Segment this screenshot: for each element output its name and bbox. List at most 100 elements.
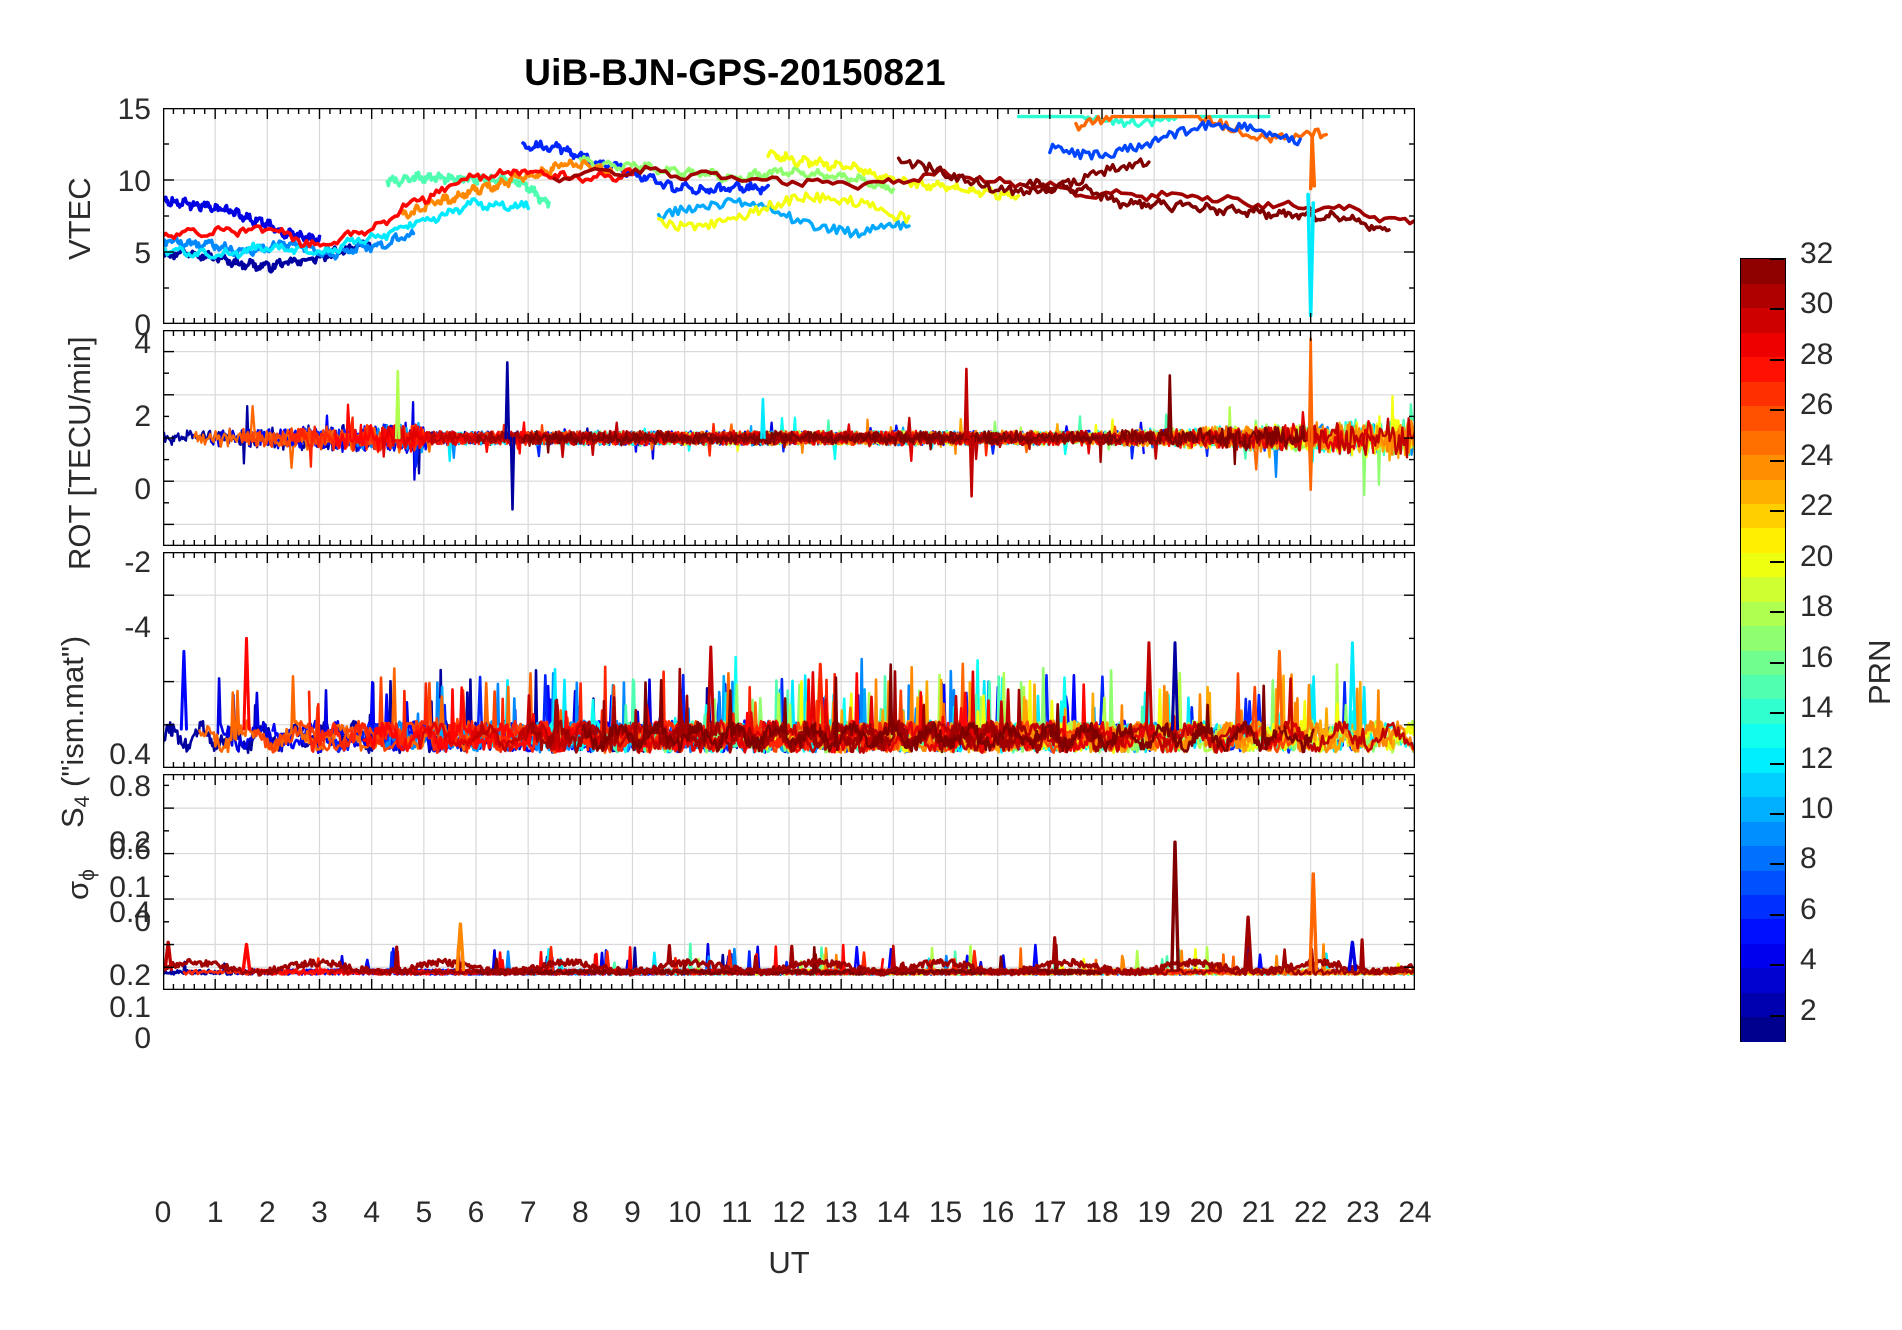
sigma-ytick-06: 0.6 [109,833,151,866]
colorbar-tick-18: 18 [1800,590,1834,624]
x-axis-tick-16: 16 [980,1196,1015,1229]
x-axis-tick-5: 5 [415,1196,433,1229]
rot-axis-label: ROT [TECU/min] [62,336,97,570]
colorbar-segment [1741,503,1785,529]
colorbar-segment [1741,283,1785,309]
sigma-ytick-02: 0.2 [109,959,151,992]
colorbar-tick-mark [1770,510,1784,513]
x-axis-tick-0: 0 [154,1196,172,1229]
colorbar-segment [1741,698,1785,724]
colorbar-segment [1741,674,1785,700]
panel-sigma-phi [163,774,1415,990]
colorbar-segment [1741,259,1785,285]
colorbar-segment [1741,796,1785,822]
sigma-phi-axis-label: σϕ [60,869,100,900]
colorbar [1740,258,1786,1042]
colorbar-tick-mark [1770,459,1784,462]
vtec-ytick-5: 5 [134,237,151,270]
colorbar-segment [1741,356,1785,382]
x-axis-tick-13: 13 [824,1196,858,1229]
vtec-axis-label: VTEC [62,177,97,260]
colorbar-tick-24: 24 [1800,438,1834,472]
x-axis-tick-24: 24 [1398,1196,1432,1229]
colorbar-segment [1741,747,1785,773]
s4-ytick-01: 0.1 [109,871,151,904]
colorbar-segment [1741,552,1785,578]
colorbar-tick-6: 6 [1800,892,1817,926]
colorbar-segment [1741,967,1785,993]
colorbar-tick-mark [1770,560,1784,563]
sigma-ytick-04: 0.4 [109,896,151,929]
colorbar-tick-30: 30 [1800,287,1834,321]
rot-ytick-neg2: -2 [124,546,151,579]
colorbar-tick-mark [1770,358,1784,361]
x-axis-tick-4: 4 [363,1196,380,1229]
panel-vtec [163,108,1415,324]
colorbar-tick-16: 16 [1800,640,1834,674]
colorbar-segment [1741,992,1785,1018]
x-axis-tick-12: 12 [772,1196,806,1229]
x-axis-tick-18: 18 [1085,1196,1119,1229]
x-axis-tick-22: 22 [1293,1196,1328,1229]
sigma-ytick-08: 0.8 [109,770,151,803]
rot-ytick-2: 2 [134,400,151,433]
x-axis-tick-6: 6 [467,1196,485,1229]
s4-ytick-02: 0.2 [109,826,151,859]
s4-axis-label-main: S [55,807,90,828]
colorbar-tick-22: 22 [1800,489,1834,523]
colorbar-segment [1741,601,1785,627]
colorbar-tick-26: 26 [1800,388,1834,422]
colorbar-segment [1741,845,1785,871]
colorbar-segment [1741,381,1785,407]
colorbar-segment [1741,869,1785,895]
colorbar-tick-mark [1770,661,1784,664]
colorbar-tick-mark [1770,611,1784,614]
colorbar-segment [1741,430,1785,456]
x-axis-tick-1: 1 [206,1196,224,1229]
colorbar-tick-mark [1770,409,1784,412]
colorbar-tick-mark [1770,863,1784,866]
colorbar-tick-8: 8 [1800,842,1817,876]
s4-ytick-0: 0 [134,905,151,938]
x-axis-tick-17: 17 [1033,1196,1067,1229]
colorbar-tick-mark [1770,712,1784,715]
colorbar-segment [1741,478,1785,504]
vtec-ytick-0: 0 [134,309,151,342]
colorbar-tick-mark [1770,964,1784,967]
sigma-ytick-0: 0 [134,1022,151,1055]
colorbar-segment [1741,527,1785,553]
x-axis-tick-20: 20 [1189,1196,1224,1229]
colorbar-segment [1741,723,1785,749]
colorbar-tick-4: 4 [1800,943,1817,977]
colorbar-tick-2: 2 [1800,993,1817,1027]
rot-ytick-4: 4 [134,327,151,360]
colorbar-title: PRN [1862,639,1897,705]
x-axis-tick-21: 21 [1241,1196,1276,1229]
vtec-ytick-10: 10 [117,165,151,198]
x-axis-title: UT [768,1245,810,1280]
colorbar-tick-32: 32 [1800,237,1834,270]
colorbar-tick-mark [1770,308,1784,311]
x-axis-tick-19: 19 [1137,1196,1171,1229]
colorbar-segment [1741,307,1785,333]
sigma-ytick-01: 0.1 [109,991,151,1024]
x-axis-tick-7: 7 [519,1196,537,1229]
panel-s4 [163,552,1415,768]
x-axis-tick-23: 23 [1346,1196,1380,1229]
panel-rot [163,330,1415,546]
s4-ytick-04: 0.4 [109,738,151,771]
colorbar-tick-mark [1770,258,1784,260]
colorbar-tick-mark [1770,913,1784,916]
colorbar-segment [1741,454,1785,480]
colorbar-segment [1741,772,1785,798]
colorbar-tick-mark [1770,812,1784,815]
colorbar-segment [1741,332,1785,358]
x-axis-tick-2: 2 [258,1196,276,1229]
colorbar-segment [1741,821,1785,847]
colorbar-segment [1741,625,1785,651]
colorbar-segment [1741,576,1785,602]
page-title: UiB-BJN-GPS-20150821 [524,52,946,93]
x-axis-tick-8: 8 [571,1196,589,1229]
colorbar-tick-12: 12 [1800,741,1834,775]
